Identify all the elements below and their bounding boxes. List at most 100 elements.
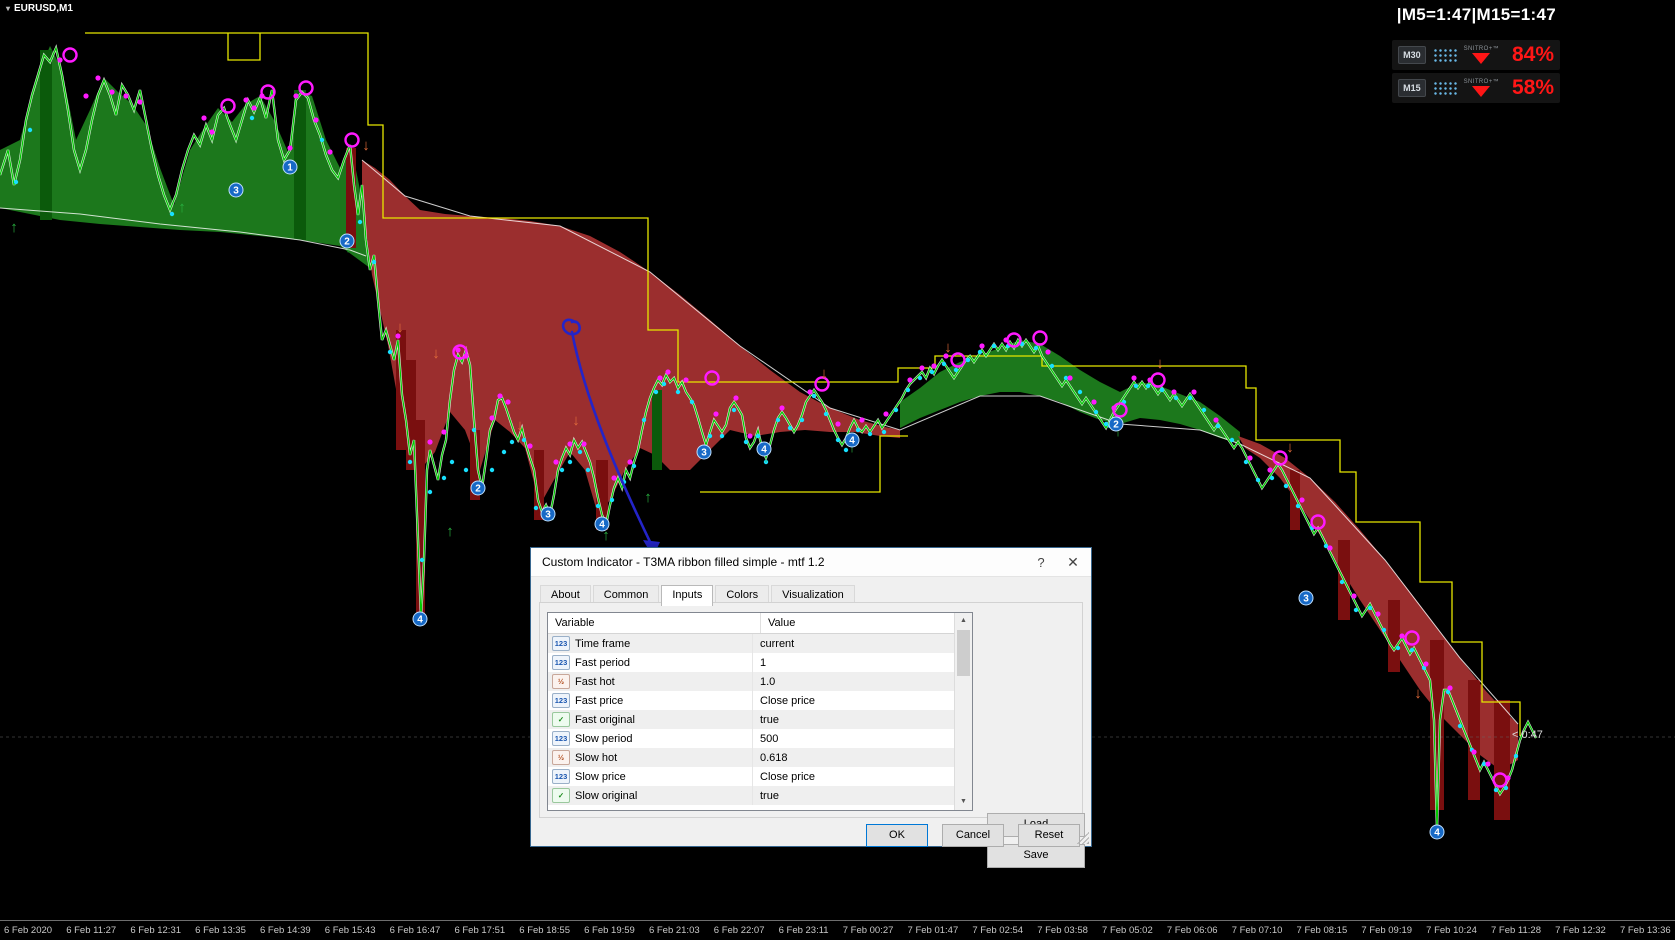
table-row[interactable]: ✓ Slow original true (548, 786, 972, 805)
scroll-up-icon[interactable]: ▲ (955, 613, 972, 629)
cyan-signal-dot (843, 447, 849, 453)
cyan-signal-dot (357, 219, 363, 225)
param-value[interactable]: true (760, 789, 779, 802)
param-type-icon: 123 (552, 655, 570, 670)
table-row[interactable]: 123 Slow period 500 (548, 729, 972, 748)
save-button[interactable]: Save (987, 844, 1085, 868)
param-value[interactable]: current (760, 637, 795, 650)
timeframe-tile[interactable]: M30 (1398, 46, 1426, 64)
magenta-signal-dot (907, 377, 913, 383)
down-arrow-icon: ↓ (572, 412, 580, 429)
table-row[interactable]: ½ Fast hot 1.0 (548, 672, 972, 691)
param-name: Slow period (575, 732, 633, 745)
table-row[interactable]: 123 Slow price Close price (548, 767, 972, 786)
magenta-signal-dot (395, 333, 401, 339)
param-name: Time frame (575, 637, 631, 650)
magenta-ring-icon (1112, 402, 1128, 418)
parameters-table: Variable Value 123 Time frame current 123… (547, 612, 973, 811)
param-value[interactable]: Close price (760, 694, 816, 707)
symbol-text: EURUSD,M1 (14, 3, 73, 14)
down-arrow-icon: ↓ (432, 345, 440, 362)
cyan-signal-dot (1295, 503, 1301, 509)
signal-number-label: 4 (761, 445, 767, 456)
sell-triangle-icon (1472, 53, 1491, 64)
cyan-signal-dot (835, 437, 841, 443)
magenta-signal-dot (1171, 389, 1177, 395)
histogram-bar (294, 90, 306, 240)
magenta-ring-icon (704, 370, 720, 386)
down-arrow-icon: ↓ (1286, 439, 1294, 456)
magenta-signal-dot (665, 369, 671, 375)
param-value[interactable]: true (760, 713, 779, 726)
cyan-signal-dot (441, 475, 447, 481)
dialog-tabs: About Common Inputs Colors Visualization (540, 585, 857, 606)
time-axis[interactable]: 6 Feb 2020 6 Feb 11:27 6 Feb 12:31 6 Feb… (0, 920, 1675, 940)
drawn-blue-arrow[interactable] (561, 318, 655, 550)
magenta-ring-icon (1150, 372, 1166, 388)
param-value[interactable]: 1.0 (760, 675, 776, 688)
axis-label: 7 Feb 11:28 (1491, 925, 1542, 936)
param-value[interactable]: Close price (760, 770, 816, 783)
cyan-signal-dot (707, 433, 713, 439)
magenta-signal-dot (1299, 497, 1305, 503)
table-row[interactable]: 123 Time frame current (548, 634, 972, 653)
magenta-signal-dot (1267, 467, 1273, 473)
cyan-signal-dot (169, 211, 175, 217)
scroll-thumb[interactable] (957, 630, 970, 676)
magenta-signal-dot (611, 475, 617, 481)
magenta-signal-dot (123, 93, 129, 99)
table-row[interactable]: 123 Fast price Close price (548, 691, 972, 710)
cyan-signal-dot (1481, 761, 1487, 767)
cyan-signal-dot (1353, 607, 1359, 613)
up-arrow-icon: ↑ (446, 523, 454, 540)
down-arrow-icon: ↓ (396, 319, 404, 336)
param-name: Slow hot (575, 751, 618, 764)
param-name: Slow price (575, 770, 626, 783)
tab-about[interactable]: About (540, 585, 591, 606)
help-button[interactable]: ? (1037, 554, 1045, 570)
magenta-ring-icon (344, 132, 360, 148)
gauge-row-m30: M30 SNITRO+™ 84% (1392, 40, 1560, 70)
param-value[interactable]: 0.618 (760, 751, 788, 764)
cyan-signal-dot (1049, 363, 1055, 369)
table-row[interactable]: ✓ Fast original true (548, 710, 972, 729)
reset-button[interactable]: Reset (1018, 824, 1080, 847)
cyan-signal-dot (585, 467, 591, 473)
brand-label: SNITRO+™ (1463, 46, 1499, 52)
magenta-signal-dot (713, 411, 719, 417)
magenta-ring-icon (1310, 514, 1326, 530)
signal-number-label: 4 (417, 615, 423, 626)
magenta-signal-dot (497, 393, 503, 399)
cyan-signal-dot (595, 503, 601, 509)
table-row[interactable]: ½ Slow hot 0.618 (548, 748, 972, 767)
table-row[interactable]: 123 Fast period 1 (548, 653, 972, 672)
tab-colors[interactable]: Colors (715, 585, 770, 606)
chart-symbol-label: ▾ EURUSD,M1 (6, 3, 73, 14)
histogram-bar (1290, 470, 1300, 530)
timeframe-tile[interactable]: M15 (1398, 79, 1426, 97)
param-value[interactable]: 1 (760, 656, 767, 669)
numbered-signal-circle (228, 182, 244, 198)
param-name: Slow original (575, 789, 638, 802)
cancel-button[interactable]: Cancel (942, 824, 1004, 847)
magenta-ring-icon (260, 84, 276, 100)
dialog-titlebar[interactable]: Custom Indicator - T3MA ribbon filled si… (531, 548, 1091, 577)
magenta-signal-dot (1067, 375, 1073, 381)
axis-label: 6 Feb 23:11 (778, 925, 829, 936)
resize-grip[interactable] (1077, 832, 1089, 844)
magenta-signal-dot (427, 439, 433, 445)
tab-visualization[interactable]: Visualization (771, 585, 855, 606)
numbered-signal-circle (540, 506, 556, 522)
table-scrollbar[interactable]: ▲ ▼ (954, 613, 972, 810)
close-icon[interactable]: ✕ (1067, 553, 1079, 570)
ok-button[interactable]: OK (866, 824, 928, 847)
tab-common[interactable]: Common (592, 585, 660, 606)
param-value[interactable]: 500 (760, 732, 779, 745)
scroll-down-icon[interactable]: ▼ (955, 794, 972, 810)
tab-inputs[interactable]: Inputs (661, 585, 714, 606)
cyan-signal-dot (763, 459, 769, 465)
candle-countdown-label: < 0:47 (1512, 729, 1543, 741)
magenta-signal-dot (1091, 399, 1097, 405)
magenta-ring-icon (220, 98, 236, 114)
